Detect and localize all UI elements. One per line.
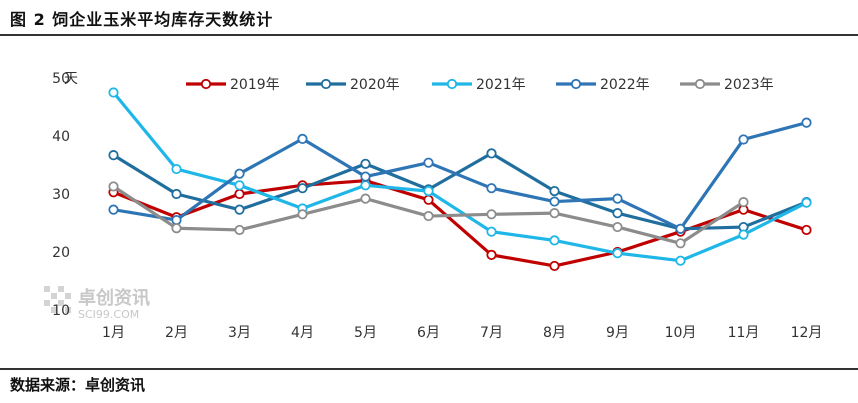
x-tick-label: 9月	[606, 325, 629, 341]
watermark-name: 卓创资讯	[78, 287, 150, 309]
legend-marker	[694, 78, 706, 90]
data-point	[171, 215, 182, 226]
y-tick-label: 10	[52, 303, 70, 319]
series-3	[108, 117, 812, 234]
data-point	[234, 188, 245, 200]
data-point	[108, 150, 119, 161]
data-point	[801, 224, 812, 236]
x-tick-label: 3月	[228, 325, 251, 341]
watermark-logo-icon	[44, 286, 71, 313]
x-tick-label: 1月	[102, 325, 125, 341]
y-tick-label: 20	[52, 245, 70, 261]
data-point	[234, 168, 245, 179]
legend-label: 2022年	[600, 77, 650, 93]
legend-label: 2023年	[724, 77, 774, 93]
data-point	[801, 117, 812, 128]
data-point	[675, 238, 686, 249]
data-point	[549, 235, 560, 246]
series-layer	[108, 87, 812, 272]
data-point	[549, 186, 560, 197]
x-tick-label: 7月	[480, 325, 503, 341]
chart-axes: 10 20 30 40 50天 1月 2月 3月 4月 5月 6月 7月 8月 9月 10月 11月 12月	[52, 71, 822, 341]
x-tick-label: 10月	[665, 325, 697, 341]
legend-item: 2021年	[432, 77, 526, 93]
figure-title: 图 2 饲企业玉米平均库存天数统计	[10, 10, 274, 29]
top-rule	[0, 34, 858, 36]
data-point	[675, 223, 686, 234]
legend-marker	[200, 78, 212, 90]
data-point	[486, 209, 497, 220]
legend-marker	[446, 78, 458, 90]
data-point	[360, 158, 371, 169]
data-point	[612, 193, 623, 204]
y-axis-unit-label: 天	[64, 71, 78, 87]
data-point	[738, 197, 749, 208]
data-point	[549, 196, 560, 207]
chart-legend: 2019年 2020年 2021年 2022年 2023年	[186, 77, 774, 93]
data-point	[486, 226, 497, 237]
legend-item: 2023年	[680, 77, 774, 93]
data-point	[423, 194, 434, 205]
data-point	[486, 183, 497, 194]
data-point	[234, 180, 245, 191]
y-tick-label: 30	[52, 187, 70, 203]
data-point	[297, 133, 308, 144]
data-point	[738, 229, 749, 240]
data-point	[360, 180, 371, 191]
x-tick-label: 11月	[728, 325, 760, 341]
y-tick-label: 50	[52, 71, 70, 87]
watermark-url: SCI99.COM	[78, 308, 139, 321]
data-point	[360, 171, 371, 182]
data-point	[171, 163, 182, 175]
data-point	[423, 186, 434, 197]
x-tick-label: 12月	[791, 325, 823, 341]
data-point	[801, 197, 812, 208]
legend-item: 2019年	[186, 77, 280, 93]
x-tick-label: 5月	[354, 325, 377, 341]
data-point	[486, 249, 497, 260]
x-tick-label: 2月	[165, 325, 188, 341]
legend-label: 2021年	[476, 77, 526, 93]
data-point	[360, 193, 371, 204]
legend-item: 2020年	[306, 77, 400, 93]
data-point	[612, 248, 623, 259]
legend-marker	[320, 78, 332, 90]
data-point	[549, 208, 560, 219]
data-point	[612, 221, 623, 233]
data-point	[108, 181, 119, 192]
data-point	[423, 157, 434, 168]
legend-label: 2020年	[350, 77, 400, 93]
legend-label: 2019年	[230, 77, 280, 93]
x-tick-label: 4月	[291, 325, 314, 341]
series-line	[111, 121, 809, 231]
data-point	[675, 255, 686, 266]
bottom-rule	[0, 368, 858, 370]
series-line	[111, 151, 809, 231]
data-point	[108, 204, 119, 215]
series-4	[108, 181, 749, 249]
y-tick-label: 40	[52, 129, 70, 145]
data-point	[108, 87, 119, 98]
data-point	[297, 183, 308, 194]
x-tick-label: 6月	[417, 325, 440, 341]
legend-marker	[570, 78, 582, 90]
data-point	[234, 204, 245, 215]
x-tick-label: 8月	[543, 325, 566, 341]
data-point	[486, 148, 497, 159]
legend-item: 2022年	[556, 77, 650, 93]
data-point	[297, 209, 308, 220]
data-point	[738, 134, 749, 145]
data-point	[612, 208, 623, 219]
data-point	[171, 223, 182, 234]
source-note: 数据来源：卓创资讯	[10, 376, 146, 394]
data-point	[423, 210, 434, 222]
data-point	[234, 224, 245, 236]
data-point	[549, 260, 560, 272]
data-point	[171, 188, 182, 200]
